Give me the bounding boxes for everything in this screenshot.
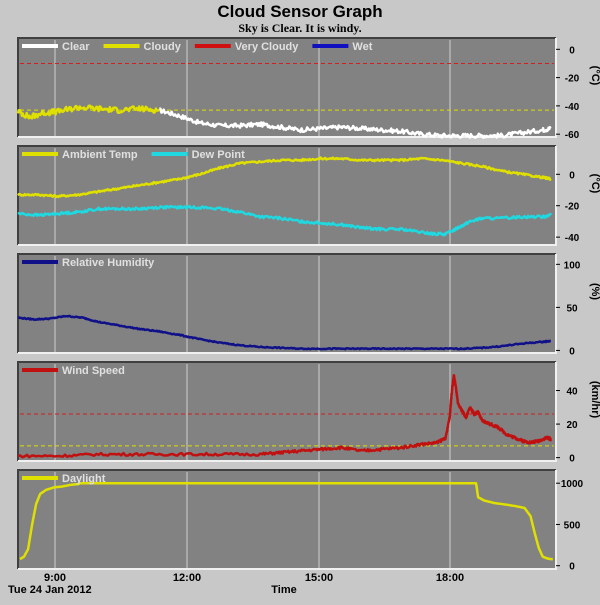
series-line-humidity-0: [17, 314, 552, 351]
legend-label-sky-2: Very Cloudy: [235, 41, 299, 53]
plot-border-light-daylight: [18, 470, 557, 570]
y-tick-label-daylight-2: 0: [569, 562, 575, 573]
series-line-temp-0: [17, 156, 552, 199]
chart-subtitle: Sky is Clear. It is windy.: [238, 21, 361, 35]
x-axis-label: Time: [271, 584, 296, 596]
y-tick-label-sky-1: -20: [565, 74, 580, 85]
y-tick-label-sky-2: -40: [565, 102, 580, 113]
plot-border-dark-daylight: [17, 469, 556, 569]
plot-border-light-wind: [18, 362, 557, 462]
x-tick-label-2: 15:00: [305, 572, 333, 584]
y-tick-label-wind-0: 40: [566, 387, 578, 398]
series-line-temp-1: [17, 204, 552, 237]
panels-group: 0-20-40-60(°C)Clear Cloudy Very Cloudy Wet0…: [16, 37, 600, 584]
legend-label-humidity-0: Relative Humidity: [62, 257, 155, 269]
plot-area-humidity: [18, 254, 556, 353]
x-tick-label-1: 12:00: [173, 572, 201, 584]
legend-label-daylight-0: Daylight: [62, 473, 106, 485]
y-tick-label-humidity-0: 100: [564, 260, 581, 271]
legend-label-sky-1: Cloudy: [144, 41, 182, 53]
plot-border-light-sky: [18, 38, 557, 138]
y-tick-label-sky-3: -60: [565, 130, 580, 141]
plot-border-dark-humidity: [17, 253, 556, 353]
plot-border-dark-wind: [17, 361, 556, 461]
y-tick-label-humidity-2: 0: [569, 346, 575, 357]
legend-label-wind-0: Wind Speed: [62, 365, 125, 377]
x-tick-label-3: 18:00: [436, 572, 464, 584]
panel-sky: 0 -20 -40 -60 (°C) Clear Cloudy Very Cloudy Wet: [16, 37, 600, 141]
plot-area-wind: [18, 362, 556, 461]
panel-temp: 0 -20 -40 (°C) Ambient Temp Dew Point: [17, 145, 600, 246]
unit-label-sky: (°C): [589, 66, 600, 86]
y-tick-label-temp-2: -40: [565, 233, 580, 244]
y-tick-label-sky-0: 0: [569, 45, 575, 56]
series-line-wind-0: [17, 373, 553, 459]
panel-daylight: 1000 500 0 Daylight: [17, 469, 584, 573]
y-tick-label-wind-2: 0: [569, 454, 575, 465]
plot-border-dark-temp: [17, 145, 556, 245]
unit-label-temp: (°C): [589, 174, 600, 194]
legend-label-temp-0: Ambient Temp: [62, 149, 138, 161]
plot-border-light-temp: [18, 146, 557, 246]
panel-wind: 40 20 0 (km/hr) Wind Speed: [17, 361, 600, 465]
plot-area-sky: [18, 38, 556, 137]
chart-title: Cloud Sensor Graph: [217, 2, 382, 21]
panel-humidity: 100 50 0 (%) Relative Humidity: [17, 253, 600, 357]
legend-label-sky-3: Wet: [352, 41, 372, 53]
series-line-sky-1: [16, 104, 160, 120]
y-tick-label-temp-1: -20: [565, 202, 580, 213]
y-tick-label-daylight-0: 1000: [561, 479, 584, 490]
unit-label-wind: (km/hr): [589, 381, 600, 419]
y-tick-label-daylight-1: 500: [564, 520, 581, 531]
y-tick-label-temp-0: 0: [569, 170, 575, 181]
plot-border-light-humidity: [18, 254, 557, 354]
y-tick-label-wind-1: 20: [566, 420, 578, 431]
series-line-sky-0: [159, 107, 552, 139]
x-tick-label-0: 9:00: [44, 572, 66, 584]
plot-border-dark-sky: [17, 37, 556, 137]
legend-label-temp-1: Dew Point: [192, 149, 246, 161]
y-tick-label-humidity-1: 50: [566, 303, 578, 314]
unit-label-humidity: (%): [589, 283, 600, 300]
series-line-daylight-0: [18, 481, 554, 561]
date-label: Tue 24 Jan 2012: [8, 584, 92, 596]
plot-area-daylight: [18, 470, 556, 569]
legend-label-sky-0: Clear: [62, 41, 90, 53]
